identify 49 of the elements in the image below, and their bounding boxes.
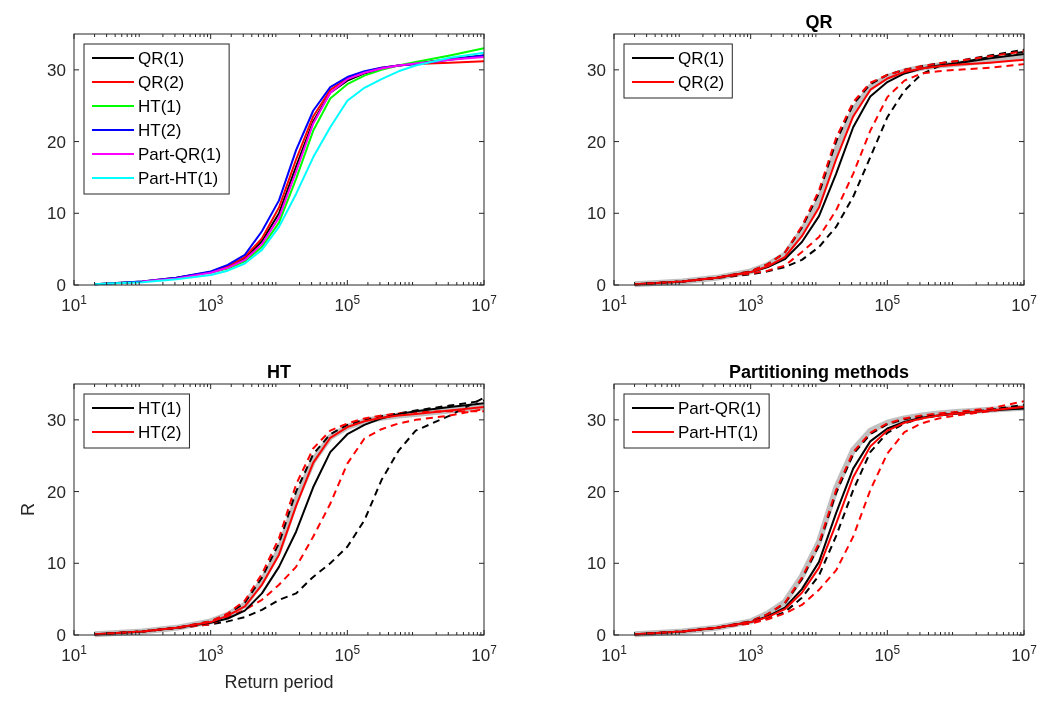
x-tick-label: 10$^{5}$ [874, 643, 901, 665]
y-tick-label: 0 [56, 276, 66, 295]
x-tick-label: 10$^{7}$ [471, 293, 498, 315]
x-tick-label: 10$^{1}$ [61, 293, 88, 315]
chart-title: QR [805, 12, 833, 32]
legend-label: Part-HT(1) [138, 169, 219, 188]
x-tick-label: 10$^{1}$ [61, 643, 88, 665]
chart-title: HT [267, 362, 291, 382]
legend-label: QR(2) [138, 73, 185, 92]
x-tick-label: 10$^{1}$ [601, 643, 628, 665]
y-tick-label: 20 [587, 132, 606, 152]
x-axis-title: Return period [224, 672, 334, 692]
x-tick-label: 10$^{3}$ [737, 293, 764, 315]
x-tick-label: 10$^{3}$ [197, 643, 224, 665]
legend-label: HT(1) [138, 399, 182, 418]
x-tick-label: 10$^{5}$ [334, 643, 361, 665]
legend-label: QR(2) [678, 73, 725, 92]
legend-label: QR(1) [678, 49, 725, 68]
y-tick-label: 20 [47, 482, 66, 502]
legend-label: QR(1) [138, 49, 185, 68]
x-tick-label: 10$^{5}$ [334, 293, 361, 315]
y-axis-title: R [18, 503, 38, 516]
y-tick-label: 10 [587, 204, 606, 224]
y-tick-label: 30 [587, 410, 606, 430]
x-tick-label: 10$^{3}$ [197, 293, 224, 315]
y-tick-label: 0 [56, 626, 66, 645]
legend-label: Part-QR(1) [138, 145, 222, 164]
x-tick-label: 10$^{7}$ [1011, 643, 1038, 665]
x-tick-label: 10$^{7}$ [1011, 293, 1038, 315]
legend-label: Part-QR(1) [678, 399, 762, 418]
y-tick-label: 20 [587, 482, 606, 502]
y-tick-label: 20 [47, 132, 66, 152]
y-tick-label: 0 [596, 276, 606, 295]
chart-title: Partitioning methods [729, 362, 909, 382]
legend-label: HT(1) [138, 97, 182, 116]
y-tick-label: 10 [47, 554, 66, 574]
x-tick-label: 10$^{7}$ [471, 643, 498, 665]
legend-label: HT(2) [138, 121, 182, 140]
y-tick-label: 0 [596, 626, 606, 645]
x-tick-label: 10$^{1}$ [601, 293, 628, 315]
y-tick-label: 10 [47, 204, 66, 224]
y-tick-label: 30 [47, 410, 66, 430]
legend-label: HT(2) [138, 423, 182, 442]
y-tick-label: 10 [587, 554, 606, 574]
x-tick-label: 10$^{5}$ [874, 293, 901, 315]
legend-label: Part-HT(1) [678, 423, 759, 442]
y-tick-label: 30 [587, 60, 606, 80]
y-tick-label: 30 [47, 60, 66, 80]
x-tick-label: 10$^{3}$ [737, 643, 764, 665]
